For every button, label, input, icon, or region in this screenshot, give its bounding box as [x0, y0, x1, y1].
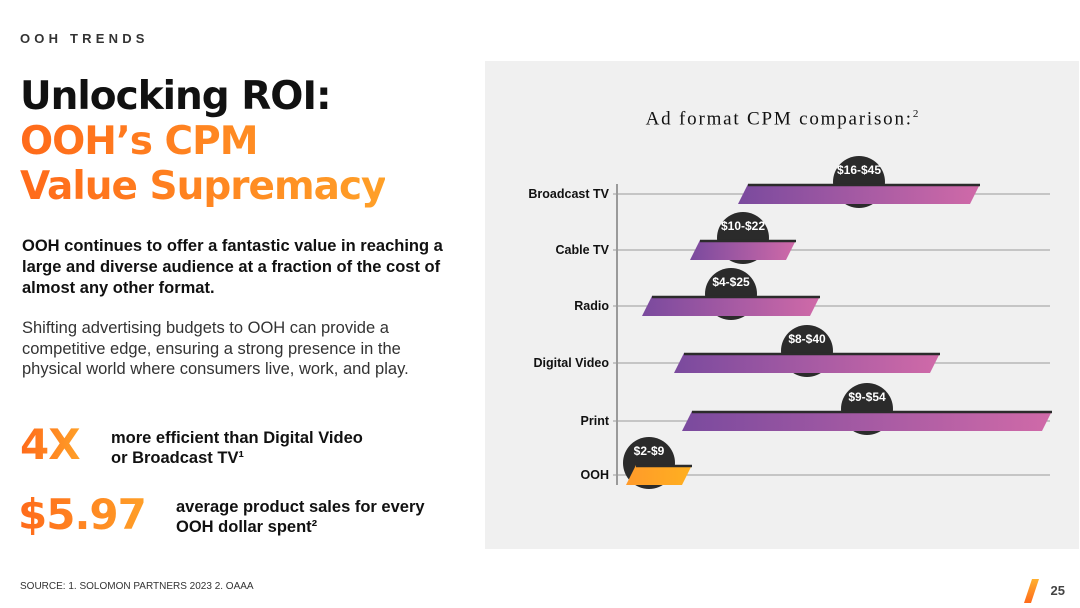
- range-label-digital-video: $8-$40: [788, 332, 826, 346]
- range-bar-cable-tv: [690, 240, 796, 260]
- body-paragraph: Shifting advertising budgets to OOH can …: [22, 319, 409, 378]
- title-line-2: OOH’s CPM: [20, 119, 385, 164]
- range-bar-print: [682, 411, 1052, 431]
- range-bar-ooh: [626, 465, 692, 485]
- source-footnote: SOURCE: 1. SOLOMON PARTNERS 2023 2. OAAA: [20, 581, 254, 592]
- range-bar-digital-video: [674, 353, 940, 373]
- chart-title: Ad format CPM comparison:2: [645, 108, 919, 130]
- category-label-digital-video: Digital Video: [534, 356, 610, 370]
- eyebrow-label: OOH TRENDS: [20, 31, 149, 46]
- range-label-broadcast-tv: $16-$45: [837, 163, 881, 177]
- category-label-broadcast-tv: Broadcast TV: [528, 187, 609, 201]
- range-label-radio: $4-$25: [712, 275, 750, 289]
- stat-efficiency-value: 4X: [20, 420, 81, 469]
- title-line-1: Unlocking ROI:: [20, 74, 332, 119]
- stat-sales-text: average product sales for every OOH doll…: [176, 498, 425, 536]
- title-line-3: Value Supremacy: [20, 164, 386, 209]
- page-number: 25: [1050, 583, 1065, 598]
- stat-efficiency-text: more efficient than Digital Video or Bro…: [111, 429, 363, 467]
- range-bar-broadcast-tv: [738, 184, 980, 204]
- category-label-radio: Radio: [574, 299, 609, 313]
- category-label-cable-tv: Cable TV: [556, 243, 610, 257]
- lead-paragraph: OOH continues to offer a fantastic value…: [22, 237, 443, 297]
- range-bar-radio: [642, 296, 820, 316]
- page-title: Unlocking ROI: OOH’s CPM Value Supremacy: [20, 74, 386, 209]
- range-label-print: $9-$54: [848, 390, 886, 404]
- range-label-cable-tv: $10-$22: [721, 219, 765, 233]
- category-label-ooh: OOH: [581, 468, 609, 482]
- cpm-range-chart: Broadcast TV Cable TV Radio Digital Video Pr…: [528, 156, 1052, 489]
- chart-panel: Ad format CPM comparison:2 Broadcast TV C…: [485, 61, 1079, 549]
- slash-logo-icon: [1024, 579, 1039, 603]
- stat-sales-value: $5.97: [18, 490, 147, 539]
- range-label-ooh: $2-$9: [634, 444, 665, 458]
- category-label-print: Print: [581, 414, 610, 428]
